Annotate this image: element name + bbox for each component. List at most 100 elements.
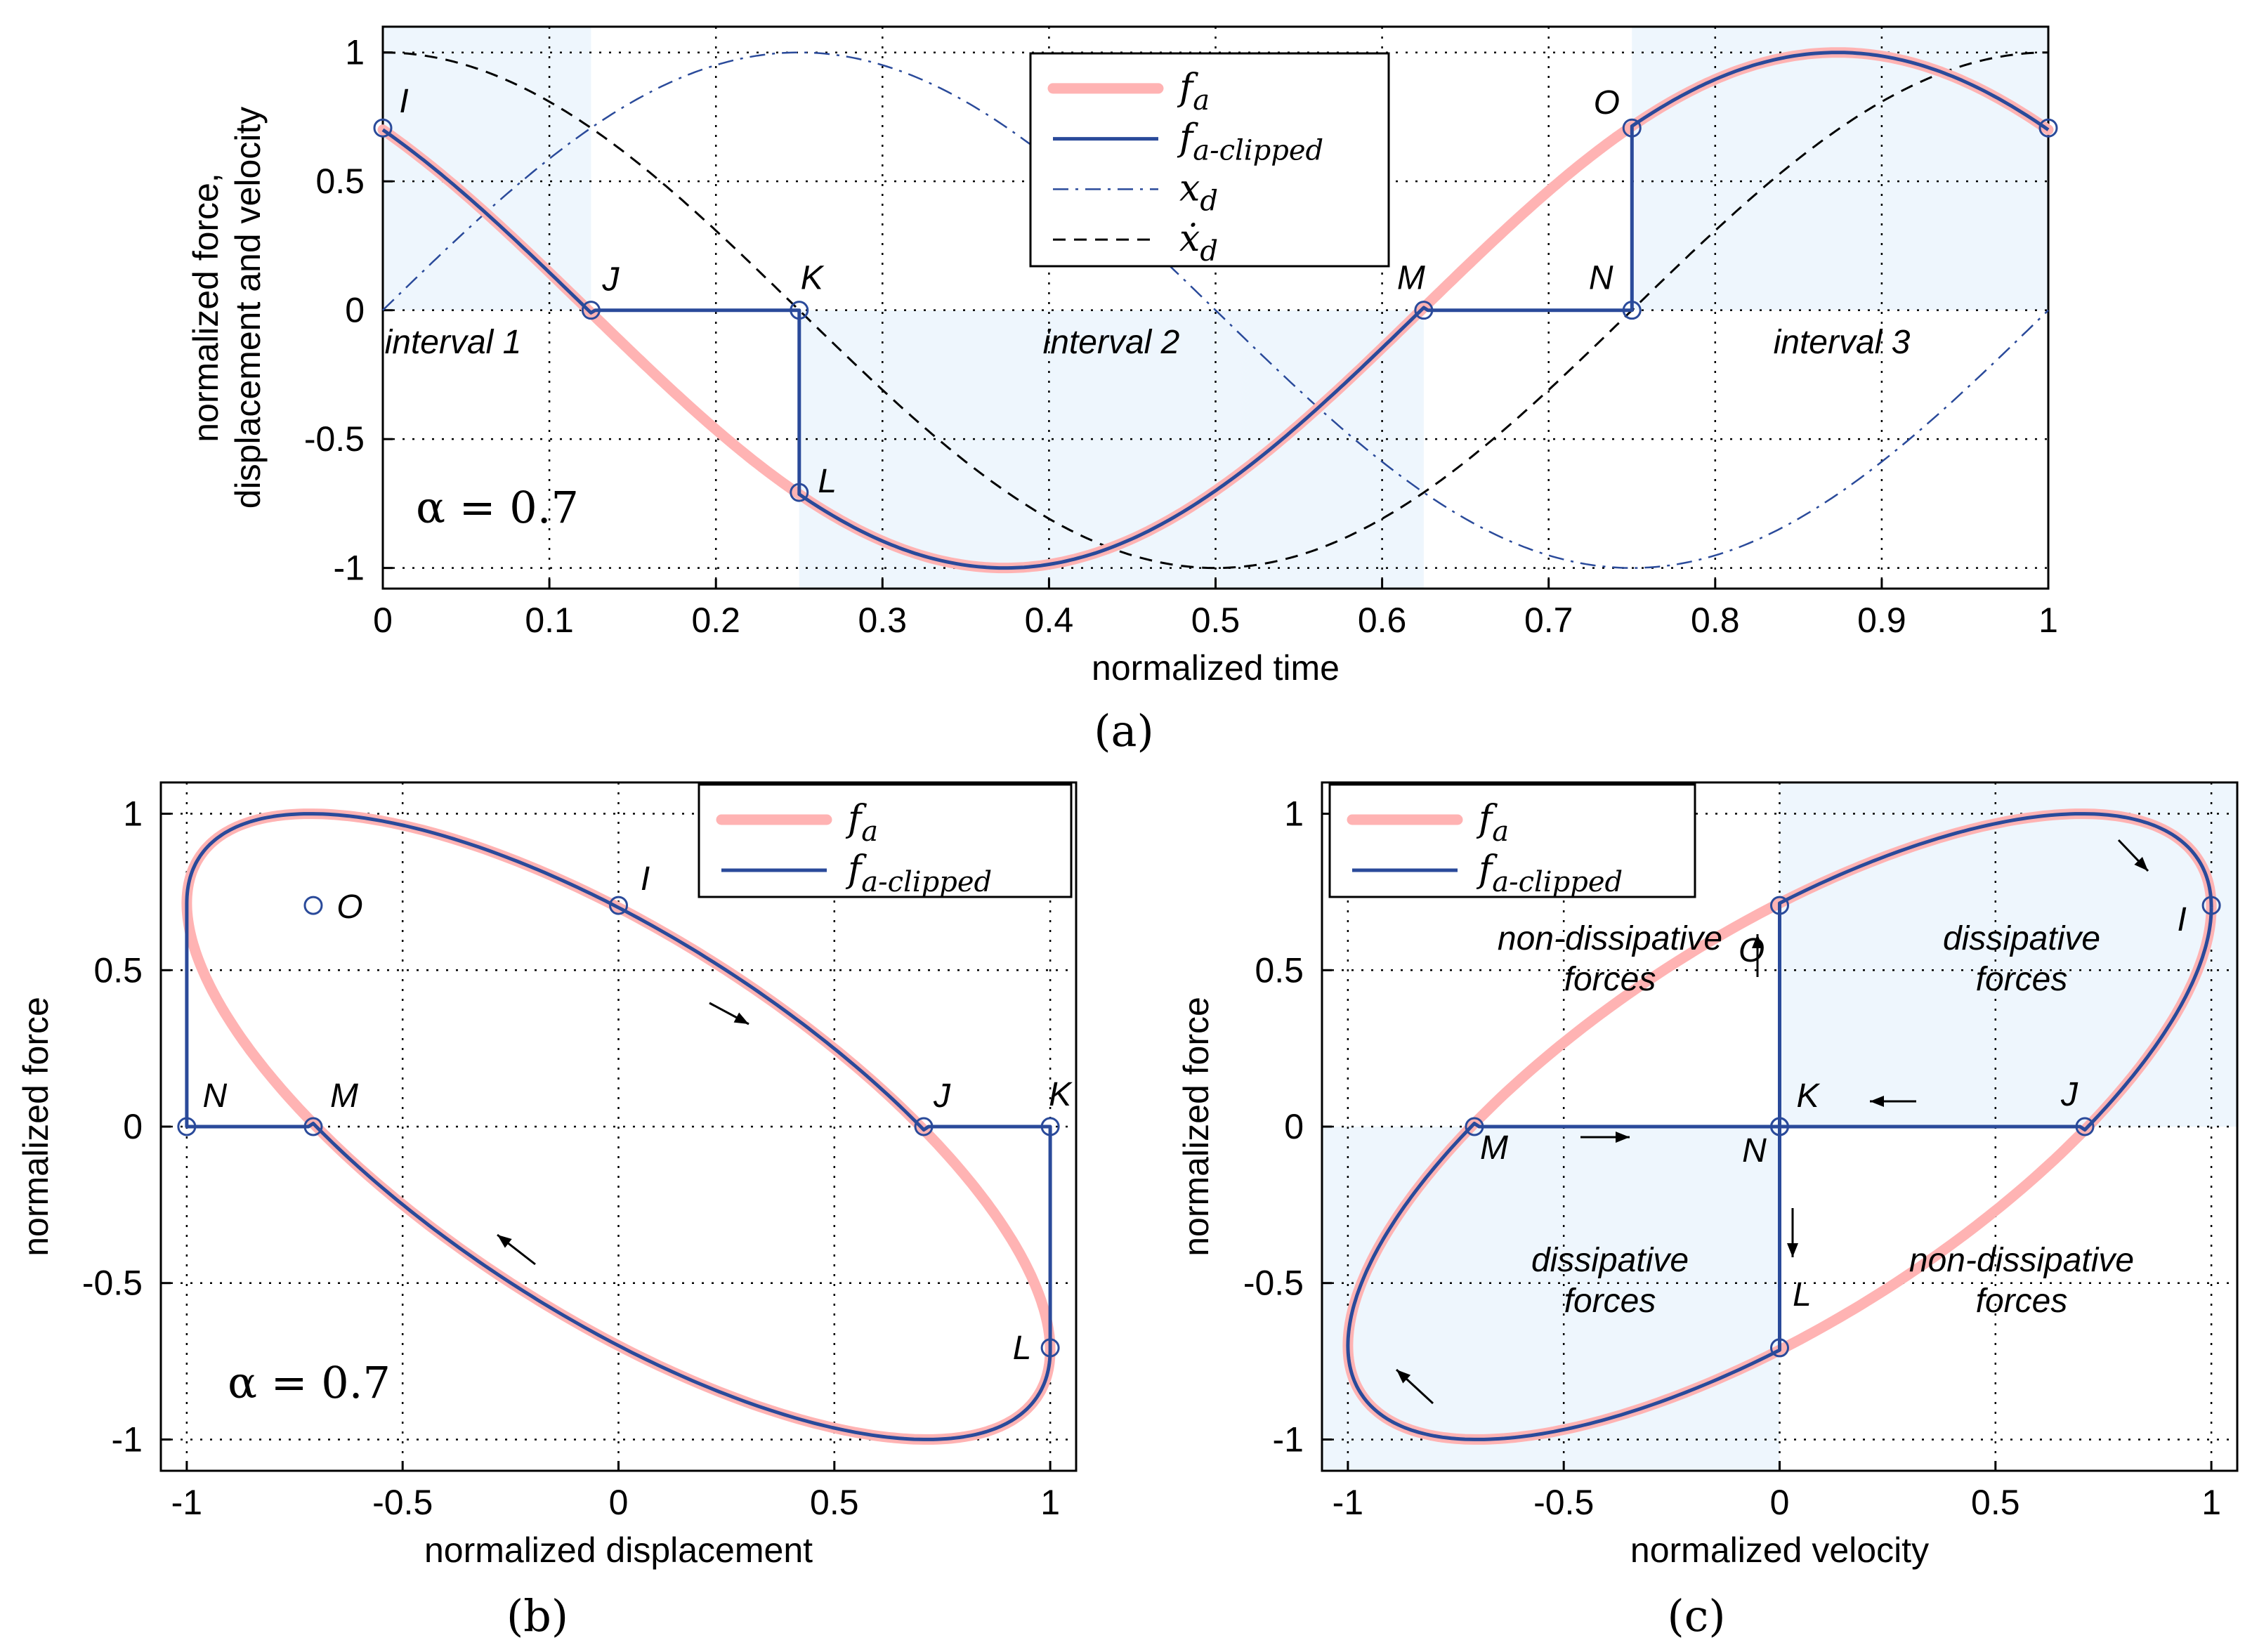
- legend-label-xd-dot-sub: d: [1200, 235, 1218, 268]
- x-tick-label: 0.4: [1025, 601, 1074, 640]
- point-marker-I: [373, 118, 393, 138]
- caption-b: (b): [506, 1590, 568, 1641]
- dissipative-shade-2: [1322, 1127, 1780, 1471]
- region-label-top-2: dissipative: [1943, 920, 2100, 957]
- point-marker-J: [914, 1117, 934, 1136]
- region-label-top-4: non-dissipative: [1909, 1242, 2134, 1279]
- legend-label-fa-clipped-sub: a-clipped: [1492, 866, 1623, 898]
- x-tick-label: -1: [1333, 1483, 1363, 1522]
- legend-label-fa-clipped: fa-clipped: [1177, 117, 1323, 167]
- legend-box: [698, 783, 1073, 898]
- point-label-J: J: [601, 261, 620, 299]
- y-axis-label-line: normalized force,: [186, 173, 225, 442]
- x-axis-label: normalized displacement: [424, 1530, 813, 1570]
- y-tick-label: 0.5: [1255, 950, 1304, 990]
- interval-label-2: interval 2: [1043, 324, 1180, 361]
- y-tick-label: -1: [334, 549, 365, 588]
- y-tick-label: 0.5: [315, 162, 365, 201]
- point-marker-O: [303, 896, 323, 915]
- y-tick-label: -0.5: [82, 1264, 143, 1303]
- series-xd: [382, 51, 2049, 569]
- legend-label-xd-dot: ẋd: [1179, 218, 1218, 268]
- point-label-I: I: [2177, 901, 2186, 938]
- direction-arrow-1-head: [733, 1012, 749, 1024]
- y-axis-label-line: displacement and velocity: [228, 107, 268, 509]
- direction-arrow-k-head: [1870, 1096, 1884, 1107]
- legend-label-xd: xd: [1179, 167, 1218, 217]
- x-axis-label: normalized velocity: [1630, 1530, 1929, 1570]
- point-marker-I: [2201, 896, 2221, 915]
- x-tick-label: 0.5: [1971, 1483, 2020, 1522]
- x-tick-label: -0.5: [1533, 1483, 1594, 1522]
- series-fa-clipped: [1346, 812, 2213, 1441]
- region-label-top-1: non-dissipative: [1498, 920, 1722, 957]
- y-axis-label: normalized force: [16, 997, 55, 1257]
- direction-arrow-m-head: [1616, 1132, 1630, 1143]
- direction-arrow-i-head: [2134, 857, 2148, 871]
- y-tick-label: -0.5: [304, 419, 365, 459]
- series-fa-clipped: [185, 812, 1052, 1441]
- region-label-bottom-1: forces: [1564, 961, 1656, 998]
- legend-label-fa-clipped: fa-clipped: [1476, 848, 1623, 898]
- point-label-J: J: [933, 1077, 951, 1115]
- region-label-bottom-2: forces: [1976, 961, 2068, 998]
- point-marker-M: [1465, 1117, 1484, 1136]
- x-tick-label: 0.9: [1857, 601, 1906, 640]
- x-tick-label: 1: [1040, 1483, 1060, 1522]
- chart-b: -1 -0.5 0 0.5 1 -1 -0.5 0 0.5 1 normalized displac…: [16, 781, 1078, 1641]
- direction-arrow-sw-head: [1396, 1370, 1411, 1384]
- point-label-N: N: [203, 1077, 228, 1115]
- point-label-J: J: [2060, 1076, 2078, 1113]
- x-tick-label: -0.5: [372, 1483, 433, 1522]
- point-label-L: L: [1793, 1276, 1812, 1313]
- y-tick-label: -0.5: [1243, 1264, 1304, 1303]
- legend-label-fa-sub: a: [1492, 815, 1509, 848]
- interval-shade-3: [1632, 27, 2048, 310]
- chart-c: -1 -0.5 0 0.5 1 -1 -0.5 0 0.5 1 normalized velocit…: [1177, 781, 2239, 1641]
- x-tick-label: 0.1: [525, 601, 574, 640]
- alpha-label: α = 0.7: [416, 482, 579, 533]
- y-tick-label: 1: [345, 33, 365, 72]
- direction-arrow-o-head: [1752, 934, 1763, 948]
- point-marker-N: [177, 1117, 197, 1136]
- point-marker-K: [1040, 1117, 1060, 1136]
- interval-label-1: interval 1: [385, 324, 522, 361]
- point-label-K: K: [1049, 1076, 1073, 1113]
- y-tick-label: 0: [123, 1107, 143, 1146]
- point-label-I: I: [641, 860, 650, 898]
- x-tick-label: -1: [171, 1483, 202, 1522]
- x-axis-label: normalized time: [1092, 648, 1340, 688]
- y-tick-label: 0.5: [93, 950, 143, 990]
- point-marker-O: [1770, 896, 1789, 915]
- series-xd-dot: [383, 51, 2048, 570]
- x-tick-label: 0.3: [858, 601, 908, 640]
- point-marker-J: [2075, 1117, 2095, 1136]
- y-tick-label: 1: [123, 794, 143, 834]
- x-tick-label: 0.6: [1358, 601, 1407, 640]
- point-label-M: M: [1480, 1129, 1508, 1167]
- point-label-O: O: [1594, 84, 1620, 122]
- point-label-N: N: [1742, 1132, 1767, 1169]
- point-marker-N: [1770, 1117, 1789, 1136]
- x-tick-label: 0.5: [1191, 601, 1240, 640]
- point-label-M: M: [1397, 260, 1425, 297]
- interval-shade-1: [383, 27, 591, 310]
- x-tick-label: 0.8: [1691, 601, 1740, 640]
- legend-label-fa-sub: a: [861, 815, 878, 848]
- direction-arrow-2-head: [497, 1235, 512, 1248]
- y-tick-label: -1: [1273, 1420, 1304, 1459]
- point-label-M: M: [330, 1077, 358, 1115]
- point-label-O: O: [336, 889, 362, 926]
- point-label-O: O: [1739, 932, 1765, 969]
- interval-label-3: interval 3: [1774, 324, 1911, 361]
- legend-label-fa-clipped-sub: a-clipped: [1193, 135, 1323, 167]
- y-tick-label: -1: [112, 1420, 143, 1459]
- legend-label-fa-clipped-sub: a-clipped: [861, 866, 992, 898]
- point-marker-L: [1770, 1338, 1789, 1358]
- dissipative-shade-1: [1779, 782, 2237, 1127]
- point-marker-L: [790, 483, 809, 502]
- y-axis-label: normalized force: [1177, 997, 1216, 1257]
- x-tick-label: 0: [1770, 1483, 1790, 1522]
- x-tick-label: 0.7: [1524, 601, 1573, 640]
